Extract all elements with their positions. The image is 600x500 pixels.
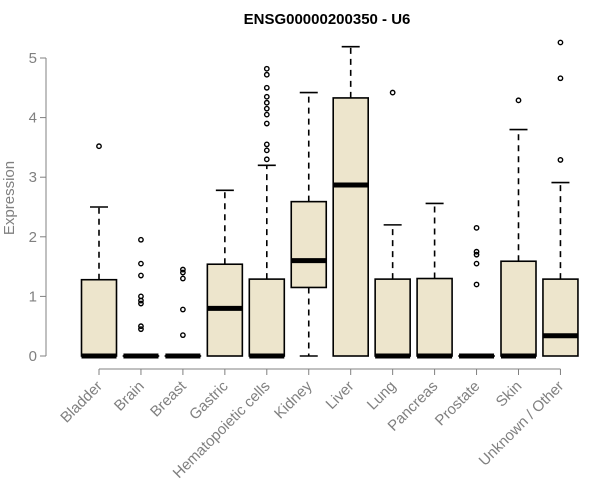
outlier-point (138, 300, 144, 307)
x-tick-label: Prostate (432, 378, 484, 430)
box-lung (374, 89, 411, 359)
x-tick-label: Kidney (271, 377, 316, 422)
x-tick-label: Skin (493, 378, 526, 411)
y-tick-label: 0 (29, 348, 37, 365)
box-iqr (500, 260, 537, 357)
box-hematopoietic-cells (248, 65, 286, 359)
outlier-point (473, 260, 480, 267)
outlier-point (473, 281, 480, 288)
box-breast (164, 266, 202, 359)
box-skin (500, 97, 537, 359)
outlier-point (473, 224, 480, 231)
box-iqr (416, 277, 453, 357)
outlier-point (263, 111, 270, 118)
outlier-point (263, 99, 270, 106)
outlier-point (263, 141, 270, 148)
box-brain (122, 236, 160, 359)
x-tick-label: Breast (147, 377, 190, 420)
x-tick-label: Brain (111, 378, 148, 415)
chart-title: ENSG00000200350 - U6 (244, 11, 411, 28)
y-tick-label: 4 (29, 110, 37, 127)
y-tick-label: 2 (29, 229, 37, 246)
x-tick-label: Lung (364, 378, 400, 414)
outlier-point (179, 269, 186, 276)
box-pancreas (416, 202, 453, 359)
box-iqr (248, 278, 286, 357)
box-liver (332, 45, 370, 357)
box-unknown-other (542, 39, 579, 357)
outlier-point (179, 275, 186, 282)
y-tick-label: 5 (29, 50, 37, 67)
box-gastric (206, 189, 244, 357)
box-iqr (332, 97, 370, 357)
outlier-point (263, 120, 270, 127)
box-prostate (458, 224, 495, 359)
outlier-point (557, 39, 564, 46)
y-axis: 0 1 2 3 4 5 (29, 50, 47, 365)
outlier-point (179, 266, 186, 273)
outlier-point (263, 84, 270, 91)
outlier-point (179, 332, 186, 339)
box-iqr (374, 278, 411, 357)
outlier-point (389, 89, 396, 96)
y-tick-label: 1 (29, 288, 37, 305)
box-iqr (80, 278, 118, 357)
y-axis-label: Expression (1, 161, 18, 235)
outlier-point (96, 143, 102, 150)
outlier-point (138, 323, 144, 330)
outlier-point (263, 93, 270, 100)
outlier-point (473, 248, 480, 255)
box-iqr (290, 200, 328, 289)
outlier-point (263, 65, 270, 72)
x-tick-label: Bladder (57, 378, 106, 427)
outlier-point (138, 236, 144, 243)
x-tick-label: Liver (323, 378, 358, 413)
box-kidney (290, 91, 328, 357)
outlier-point (263, 105, 270, 112)
outlier-point (138, 326, 144, 333)
outlier-point (263, 71, 270, 78)
outlier-point (557, 75, 564, 82)
outlier-point (179, 306, 186, 313)
outlier-point (138, 272, 144, 279)
outlier-point (138, 293, 144, 300)
box-group (80, 39, 579, 359)
outlier-point (263, 156, 270, 163)
outlier-point (263, 147, 270, 154)
outlier-point (473, 251, 480, 258)
box-bladder (80, 143, 118, 359)
outlier-point (515, 97, 522, 104)
outlier-point (138, 260, 144, 267)
outlier-point (557, 157, 564, 163)
box-iqr (542, 278, 579, 357)
y-tick-label: 3 (29, 169, 37, 186)
